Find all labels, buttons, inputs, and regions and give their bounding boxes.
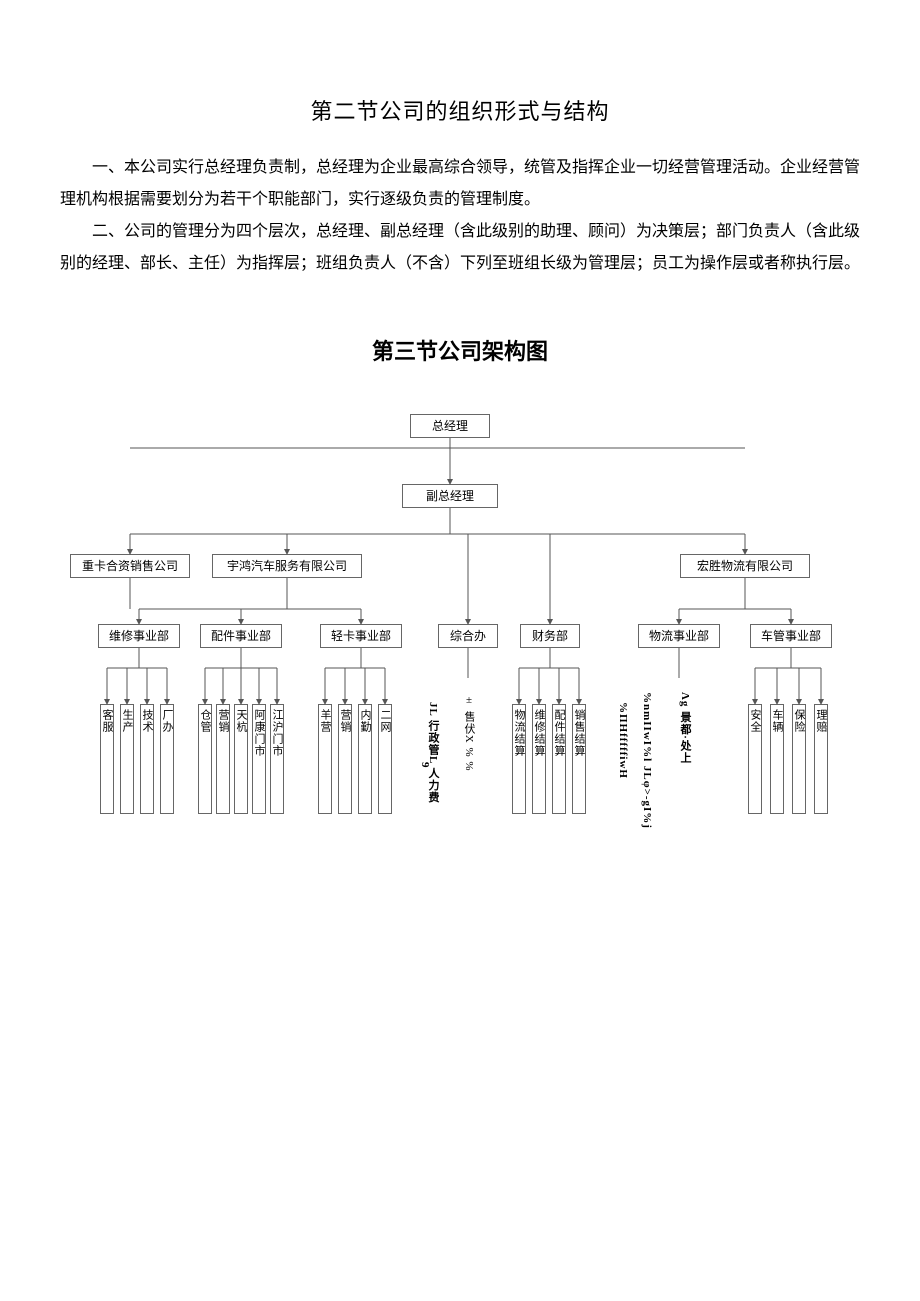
org-leaf: 理赔 [814,704,828,814]
org-leaf: 客服 [100,704,114,814]
section2-title: 第二节公司的组织形式与结构 [60,90,860,134]
org-chart: 总经理副总经理重卡合资销售公司宇鸿汽车服务有限公司宏胜物流有限公司维修事业部配件… [60,414,860,944]
org-leaf: 销售结算 [572,704,586,814]
org-annotation: Λg 景都·处上 [674,692,696,764]
org-leaf: 二网 [378,704,392,814]
org-leaf: 阿康门市 [252,704,266,814]
org-annotation: ± 售伏X % % [458,694,480,772]
org-leaf: 保险 [792,704,806,814]
org-leaf: 生产 [120,704,134,814]
org-leaf: 营销 [216,704,230,814]
org-node-d2: 配件事业部 [200,624,282,648]
org-leaf: 厂办 [160,704,174,814]
org-node-d5: 财务部 [520,624,580,648]
org-node-d4: 综合办 [438,624,498,648]
org-annotation: 9 [414,762,436,769]
org-node-co3: 宏胜物流有限公司 [680,554,810,578]
org-leaf: 安全 [748,704,762,814]
section2-para-1: 一、本公司实行总经理负责制，总经理为企业最高综合领导，统管及指挥企业一切经营管理… [60,152,860,216]
section3-title: 第三节公司架构图 [60,330,860,374]
org-leaf: 天杭 [234,704,248,814]
org-leaf: 维修结算 [532,704,546,814]
org-annotation: JL 行政管L 人力费 [422,702,444,803]
org-leaf: 内勤 [358,704,372,814]
org-leaf: 营销 [338,704,352,814]
org-leaf: 物流结算 [512,704,526,814]
org-annotation: %nmIIwI%l JLφ>-gI%j [636,692,658,829]
org-leaf: 技术 [140,704,154,814]
org-node-d1: 维修事业部 [98,624,180,648]
org-node-vp: 副总经理 [402,484,498,508]
org-node-co2: 宇鸿汽车服务有限公司 [212,554,362,578]
org-node-co1: 重卡合资销售公司 [70,554,190,578]
section2-para-2: 二、公司的管理分为四个层次，总经理、副总经理（含此级别的助理、顾问）为决策层；部… [60,216,860,280]
org-leaf: 配件结算 [552,704,566,814]
org-leaf: 江沪门市 [270,704,284,814]
org-node-d6: 物流事业部 [638,624,720,648]
org-leaf: 车辆 [770,704,784,814]
org-annotation: %ΠHfffffiwH [612,702,634,779]
org-leaf: 仓管 [198,704,212,814]
org-node-root: 总经理 [410,414,490,438]
org-leaf: 羊营 [318,704,332,814]
org-node-d3: 轻卡事业部 [320,624,402,648]
org-node-d7: 车管事业部 [750,624,832,648]
